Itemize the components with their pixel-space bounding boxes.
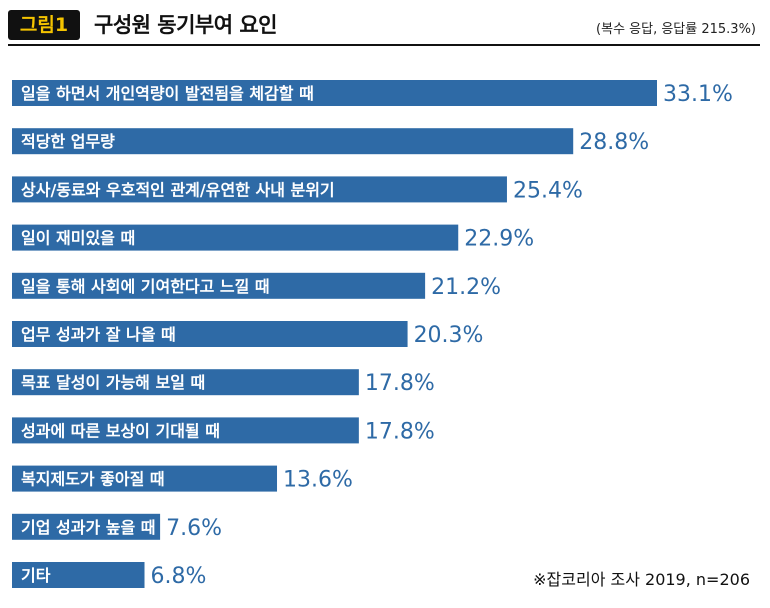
- bar-category-label: 기타: [21, 566, 51, 585]
- bar-value-label: 22.9%: [464, 227, 534, 252]
- bar: [12, 562, 145, 588]
- bar: [12, 369, 359, 396]
- bar: [12, 417, 359, 444]
- bar: [12, 272, 426, 299]
- bar-category-label: 일을 하면서 개인역량이 발전됨을 체감할 때: [21, 84, 314, 103]
- figure-header: 그림1 구성원 동기부여 요인 (복수 응답, 응답률 215.3%): [8, 8, 760, 46]
- bar-category-label: 상사/동료와 우호적인 관계/유연한 사내 분위기: [21, 180, 335, 199]
- bar-category-label: 복지제도가 좋아질 때: [21, 470, 165, 489]
- bar-value-label: 25.4%: [513, 178, 583, 203]
- bar-value-label: 21.2%: [431, 275, 501, 300]
- bar-value-label: 20.3%: [414, 323, 484, 348]
- bar-category-label: 기업 성과가 높을 때: [21, 518, 155, 537]
- bar-category-label: 적당한 업무량: [21, 132, 115, 151]
- chart-title: 구성원 동기부여 요인: [94, 13, 278, 37]
- bar-category-label: 일을 통해 사회에 기여한다고 느낄 때: [21, 277, 270, 296]
- bar-value-label: 17.8%: [365, 371, 435, 396]
- bar-value-label: 13.6%: [283, 468, 353, 493]
- bar: [12, 224, 459, 251]
- source-note: ※잡코리아 조사 2019, n=206: [533, 570, 750, 589]
- bar-category-label: 목표 달성이 가능해 보일 때: [21, 373, 205, 392]
- figure-label: 그림1: [8, 10, 80, 40]
- bar-category-label: 일이 재미있을 때: [21, 229, 135, 248]
- bar-value-label: 7.6%: [166, 516, 222, 541]
- bar: [12, 513, 161, 540]
- bar-value-label: 33.1%: [663, 82, 733, 107]
- bar-category-label: 성과에 따른 보상이 기대될 때: [21, 421, 220, 440]
- bar-value-label: 28.8%: [579, 130, 649, 155]
- bar-value-label: 17.8%: [365, 419, 435, 444]
- bar: [12, 465, 278, 492]
- bar-category-label: 업무 성과가 잘 나올 때: [21, 325, 176, 344]
- bar: [12, 176, 507, 203]
- response-note: (복수 응답, 응답률 215.3%): [596, 22, 756, 37]
- bar: [12, 321, 408, 347]
- bar: [12, 80, 657, 106]
- bar-value-label: 6.8%: [151, 564, 207, 589]
- bar: [12, 128, 574, 155]
